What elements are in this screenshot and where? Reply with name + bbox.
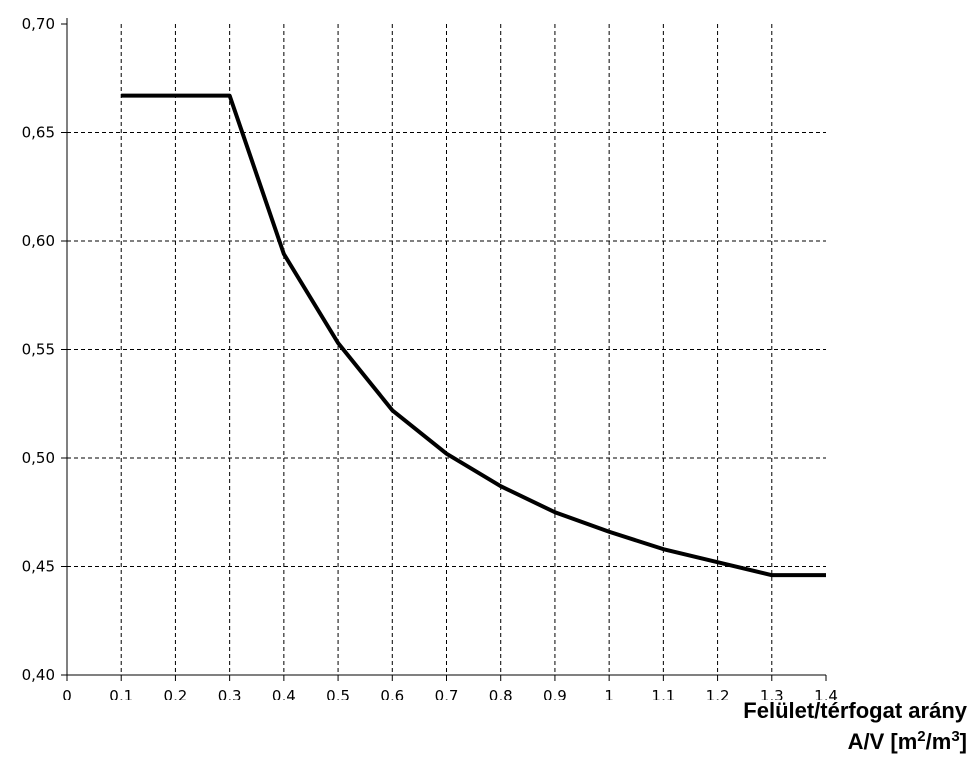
x-tick-label: 0,5: [326, 687, 350, 700]
x-axis-label: Felület/térfogat arány: [743, 698, 967, 723]
x-tick-label: 0,6: [380, 687, 404, 700]
x-tick-label: 0,8: [489, 687, 513, 700]
y-tick-label: 0,50: [22, 449, 55, 467]
y-tick-label: 0,40: [22, 666, 55, 684]
y-tick-label: 0,65: [22, 124, 55, 142]
x-tick-label: 0: [62, 687, 72, 700]
y-tick-label: 0,60: [22, 232, 55, 250]
x-tick-label: 1: [604, 687, 614, 700]
x-tick-label: 0,2: [163, 687, 187, 700]
x-tick-label: 1,3: [760, 687, 784, 700]
x-tick-label: 0,1: [109, 687, 133, 700]
x-tick-label: 0,4: [272, 687, 296, 700]
x-tick-label: 0,7: [435, 687, 459, 700]
x-tick-label: 0,3: [218, 687, 242, 700]
y-tick-label: 0,55: [22, 341, 55, 359]
x-axis-unit-label: A/V [m2/m3]: [847, 728, 967, 754]
chart-canvas: 0,40 0,45 0,50 0,55 0,60 0,65 0,70 0 0,1 0,2 0,3 0,…: [22, 15, 838, 700]
y-tick-label: 0,45: [22, 558, 55, 576]
x-tick-label: 1,1: [651, 687, 675, 700]
x-tick-label: 0,9: [543, 687, 567, 700]
series-line: [121, 93, 826, 578]
x-tick-label: 1,2: [706, 687, 730, 700]
y-tick-label: 0,70: [22, 15, 55, 33]
x-tick-label: 1,4: [814, 687, 838, 700]
